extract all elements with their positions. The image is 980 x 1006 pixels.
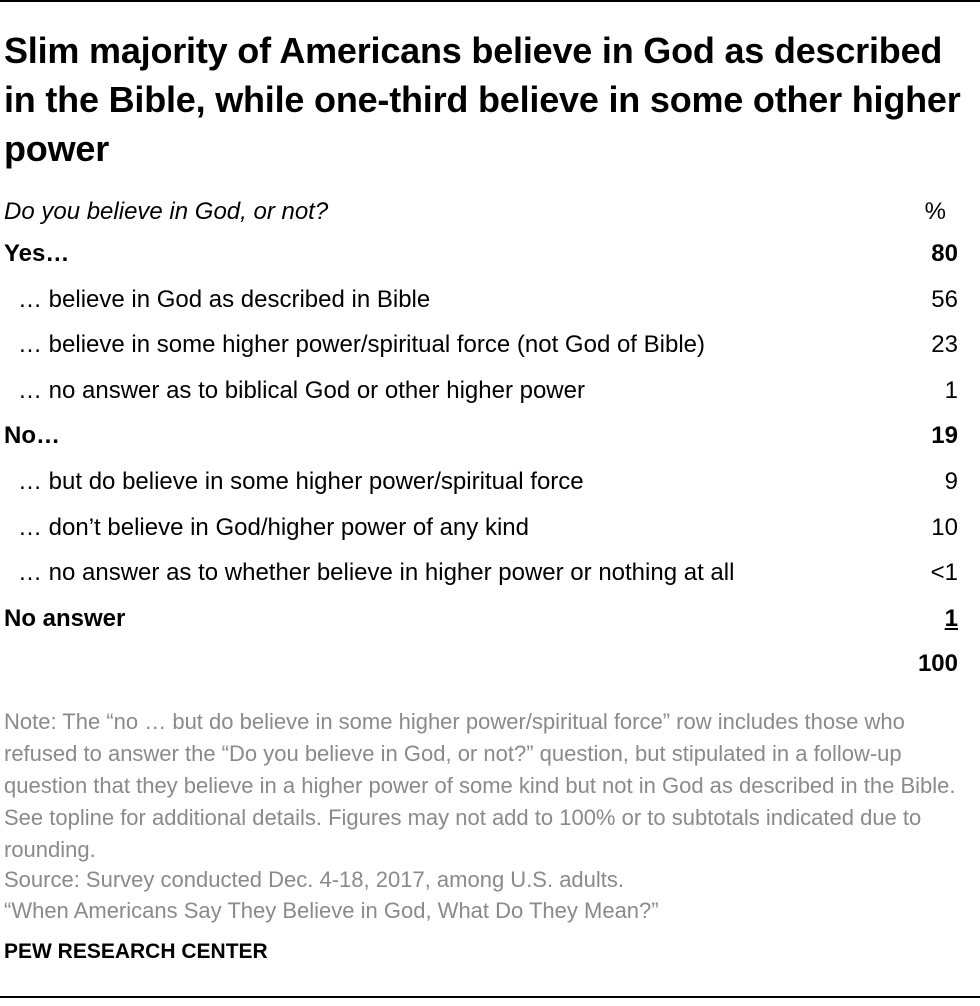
question-header: Do you believe in God, or not? % <box>4 190 954 230</box>
row-label: … no answer as to biblical God or other … <box>18 376 585 404</box>
row-label: … but do believe in some higher power/sp… <box>18 467 584 495</box>
table-row-god-of-bible: … believe in God as described in Bible 5… <box>0 278 980 324</box>
table-row-yes: Yes… 80 <box>0 232 980 278</box>
row-label: … believe in some higher power/spiritual… <box>18 331 705 359</box>
table-row-total: 100 <box>0 642 980 688</box>
chart-note: Note: The “no … but do believe in some h… <box>4 709 956 862</box>
report-title: “When Americans Say They Believe in God,… <box>4 898 659 923</box>
table-row-no-no-answer: … no answer as to whether believe in hig… <box>0 551 980 597</box>
row-value: 1 <box>944 604 958 632</box>
row-value: 56 <box>931 285 958 313</box>
table-row-no-but-higher-power: … but do believe in some higher power/sp… <box>0 460 980 506</box>
survey-question: Do you believe in God, or not? <box>4 198 329 225</box>
bottom-rule <box>0 996 980 998</box>
row-label: … believe in God as described in Bible <box>18 285 431 313</box>
source-block: Source: Survey conducted Dec. 4-18, 2017… <box>4 864 974 926</box>
total-value: 100 <box>917 650 958 678</box>
row-label: No answer <box>4 604 126 632</box>
row-value: 9 <box>944 467 958 495</box>
row-value: 19 <box>931 422 958 450</box>
row-value: 10 <box>931 513 958 541</box>
row-value: 1 <box>944 376 958 404</box>
row-label: … don’t believe in God/higher power of a… <box>18 513 529 541</box>
row-value: <1 <box>930 559 958 587</box>
table-row-higher-power: … believe in some higher power/spiritual… <box>0 323 980 369</box>
row-label: … no answer as to whether believe in hig… <box>18 559 735 587</box>
row-value: 80 <box>931 240 958 267</box>
top-rule <box>0 0 980 2</box>
chart-title: Slim majority of Americans believe in Go… <box>4 30 961 169</box>
row-value: 23 <box>931 331 958 359</box>
results-table: Yes… 80 … believe in God as described in… <box>0 232 980 688</box>
pew-research-center-logo: PEW RESEARCH CENTER <box>4 940 268 963</box>
table-row-no: No… 19 <box>0 414 980 460</box>
row-label: No… <box>4 422 60 450</box>
source-line: Source: Survey conducted Dec. 4-18, 2017… <box>4 867 625 892</box>
table-row-yes-no-answer: … no answer as to biblical God or other … <box>0 369 980 415</box>
percent-column-header: % <box>924 198 946 225</box>
table-row-no-belief: … don’t believe in God/higher power of a… <box>0 506 980 552</box>
table-row-no-answer: No answer 1 <box>0 597 980 643</box>
row-label: Yes… <box>4 240 70 267</box>
